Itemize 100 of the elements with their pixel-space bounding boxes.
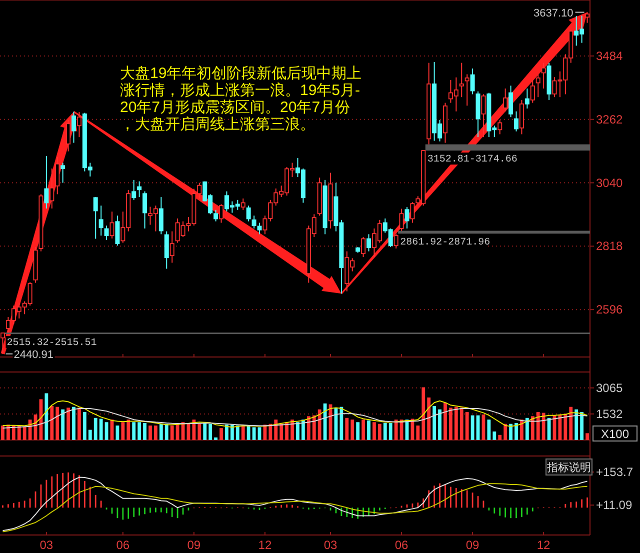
bar	[241, 426, 245, 440]
candlestick	[44, 155, 49, 209]
candlestick	[399, 208, 404, 232]
bar	[394, 420, 398, 440]
candlestick	[246, 205, 251, 222]
bar	[94, 418, 98, 440]
bar	[154, 426, 158, 440]
x-tick-label: 09	[466, 538, 480, 552]
bar	[159, 424, 163, 440]
bar	[356, 422, 360, 440]
bar	[44, 393, 48, 440]
bar	[509, 424, 512, 440]
x-tick-label: 12	[536, 538, 551, 552]
bar	[230, 424, 234, 440]
y-tick-label: +153.7	[596, 465, 634, 480]
y-tick-label: 2596	[596, 302, 624, 317]
bar	[88, 430, 92, 440]
bar	[383, 423, 387, 440]
bar	[268, 424, 272, 440]
bar	[132, 422, 136, 440]
bar	[66, 408, 70, 440]
bar	[56, 406, 60, 440]
candlestick	[214, 209, 218, 222]
bar	[61, 409, 65, 440]
bar	[498, 434, 502, 440]
band-label: 2861.92-2871.96	[400, 238, 490, 249]
candlestick	[60, 162, 66, 184]
candlestick	[98, 205, 104, 236]
x-tick-label: 06	[394, 538, 409, 552]
candlestick	[404, 206, 410, 229]
candlestick	[536, 74, 540, 98]
y-tick-label: 3040	[596, 176, 624, 190]
bar	[340, 406, 344, 440]
bar	[362, 420, 365, 440]
bar	[220, 428, 223, 440]
bar	[306, 416, 310, 440]
bar	[492, 432, 496, 440]
bar	[388, 423, 392, 440]
bar	[99, 418, 103, 440]
bar	[296, 422, 300, 440]
candlestick	[464, 74, 470, 106]
candlestick	[158, 196, 164, 235]
bar	[542, 412, 546, 440]
bar	[422, 387, 426, 440]
candlestick	[137, 180, 142, 198]
annotation: 2440.91	[14, 348, 54, 361]
bar	[208, 424, 212, 440]
x-tick-label: 06	[116, 538, 130, 552]
bar	[586, 433, 589, 440]
bar	[367, 420, 370, 440]
candlestick	[50, 168, 54, 209]
x-tick-label: 03	[40, 538, 54, 552]
bar	[312, 415, 316, 440]
bar	[416, 426, 420, 440]
candlestick	[519, 99, 524, 135]
candlestick	[132, 179, 136, 200]
bar	[564, 414, 568, 440]
bar	[214, 437, 218, 440]
candlestick	[66, 119, 71, 152]
bar	[427, 398, 431, 440]
candlestick	[524, 88, 530, 110]
candlestick	[459, 62, 464, 98]
bar	[460, 408, 464, 440]
bar	[574, 409, 578, 440]
candlestick	[498, 119, 502, 135]
bar	[504, 424, 508, 440]
candlestick	[481, 94, 486, 138]
candlestick	[541, 62, 546, 90]
x-tick-label: 03	[324, 538, 338, 552]
bar	[192, 420, 196, 440]
candlestick	[530, 79, 535, 104]
bar	[82, 412, 86, 440]
candlestick	[72, 111, 76, 144]
bar	[1, 426, 4, 440]
candlestick	[170, 230, 174, 264]
band-label: 2515.32-2515.51	[6, 338, 97, 350]
candlestick	[142, 190, 148, 229]
y-tick-label: 3484	[596, 48, 624, 63]
candlestick	[361, 236, 366, 258]
y-tick-label: 3262	[596, 112, 624, 126]
y-tick-label: +11.09	[596, 498, 632, 512]
y-tick-label: 1532	[596, 406, 624, 421]
candlestick	[503, 88, 508, 112]
bar	[569, 406, 573, 440]
line-series	[2, 400, 588, 428]
bar	[536, 412, 540, 440]
candlestick	[508, 85, 514, 118]
candlestick	[410, 202, 415, 224]
bar	[514, 423, 518, 440]
bar	[290, 420, 294, 440]
bar	[530, 416, 534, 440]
bar	[350, 420, 354, 440]
bar	[280, 424, 284, 440]
bar	[72, 406, 76, 440]
bar	[372, 422, 376, 440]
x-tick-label: 09	[187, 538, 201, 552]
candlestick	[76, 111, 82, 138]
candlestick	[366, 234, 371, 252]
bar	[121, 422, 125, 440]
candlestick	[115, 215, 120, 246]
